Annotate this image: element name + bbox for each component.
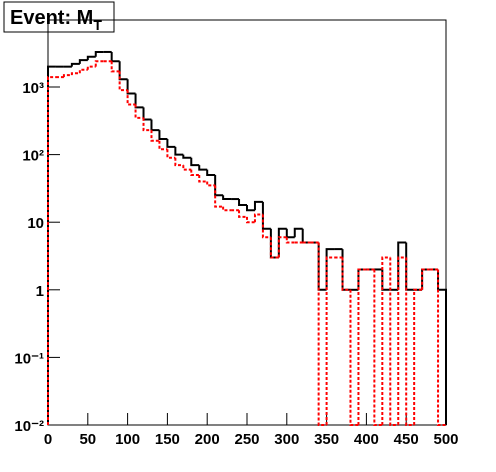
histogram-bin (325, 248, 335, 290)
histogram-bin (405, 257, 415, 426)
histogram-bin (62, 74, 72, 78)
histogram-bin (174, 157, 184, 167)
histogram-bin (70, 62, 80, 67)
histogram-bin (110, 61, 120, 73)
y-tick-label: 10⁻¹ (14, 350, 44, 367)
histogram-bin (214, 185, 224, 208)
histogram-bin (253, 213, 263, 223)
histogram-bin (158, 130, 168, 141)
x-tick-label: 350 (314, 431, 339, 448)
histogram-bin (285, 228, 295, 239)
x-tick-label: 50 (79, 431, 96, 448)
histogram-bin (47, 65, 56, 425)
x-tick-label: 150 (155, 431, 180, 448)
histogram-bin (277, 227, 287, 258)
histogram-bin (261, 214, 271, 239)
title-subscript: T (93, 17, 102, 33)
x-tick-label: 200 (195, 431, 220, 448)
histogram-bin (206, 169, 216, 176)
histogram-bin (94, 50, 104, 57)
histogram-bin (397, 256, 407, 425)
histogram-bin (246, 216, 255, 224)
x-tick-label: 0 (44, 431, 52, 448)
histogram-bin (421, 268, 431, 290)
histogram-bin (126, 79, 136, 95)
histogram-bin (277, 236, 287, 258)
histogram-bin (357, 268, 367, 425)
x-tick-label: 100 (115, 431, 140, 448)
histogram-bin (293, 227, 303, 238)
y-tick-label: 10² (22, 148, 44, 165)
histogram-bin (94, 60, 104, 67)
title-box (3, 1, 115, 33)
histogram-bin (70, 72, 80, 76)
x-tick-label: 300 (274, 431, 299, 448)
histogram-bin (214, 174, 224, 197)
histogram-bin (325, 256, 335, 425)
histogram-bin (222, 195, 232, 201)
histogram-bin (47, 76, 56, 425)
histogram-bin (150, 130, 160, 142)
histogram-bin (198, 165, 208, 171)
histogram-bin (166, 149, 176, 159)
histogram-bin (166, 139, 176, 148)
histogram-bin (389, 257, 399, 426)
histogram-bin (182, 154, 192, 159)
histogram-bin (182, 165, 192, 171)
y-tick-label: 1 (36, 283, 44, 300)
histogram-bin (78, 59, 88, 64)
histogram-bin (246, 204, 255, 212)
histogram-bin (198, 174, 208, 183)
x-tick-label: 400 (354, 431, 379, 448)
histogram-bin (222, 206, 232, 212)
histogram-bin (118, 71, 128, 92)
chart-title: Event: MT (10, 7, 102, 33)
histogram-bin (269, 237, 279, 259)
histogram-bin (413, 288, 423, 425)
histogram-bin (142, 117, 152, 132)
x-tick-label: 450 (394, 431, 419, 448)
x-tick-label: 500 (433, 431, 458, 448)
histogram-bin (174, 146, 184, 156)
histogram-bin (317, 242, 327, 426)
y-tick-label: 10 (27, 215, 44, 232)
histogram-bin (86, 65, 96, 70)
histogram-bin (373, 269, 383, 426)
histogram-bin (158, 140, 168, 151)
histogram-bin (238, 199, 247, 206)
histogram-bin (206, 181, 216, 187)
histogram-bin (190, 157, 200, 167)
histogram-bin (437, 269, 446, 426)
histogram-bin (285, 237, 295, 244)
histogram-bin (190, 169, 200, 176)
y-tick-label: 10³ (22, 80, 44, 97)
histogram-bin (381, 256, 391, 425)
histogram-bin (238, 210, 247, 218)
histogram-bin (349, 289, 359, 426)
y-tick-label: 10⁻² (14, 418, 44, 435)
histogram-bin (253, 200, 263, 211)
histogram-bin (78, 68, 88, 74)
histogram-bin (86, 55, 96, 61)
histogram-bin (341, 257, 351, 291)
histogram-bin (261, 201, 271, 230)
title-main: Event: M (10, 7, 93, 29)
x-tick-label: 250 (234, 431, 259, 448)
